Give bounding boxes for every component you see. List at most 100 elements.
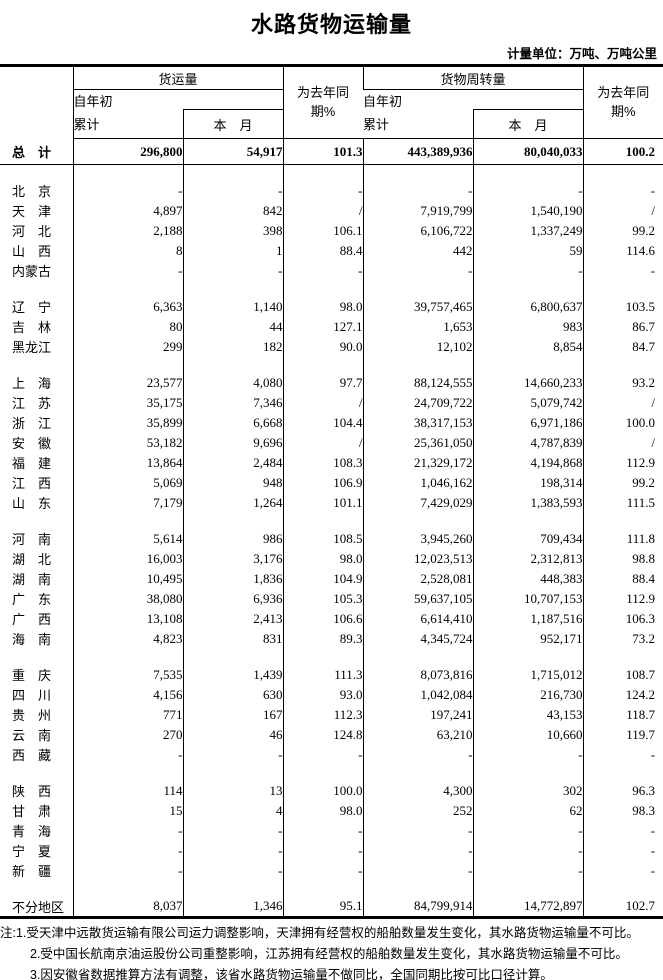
cell: 7,346 (183, 392, 284, 413)
table-row: 广 西 13,108 2,413 106.6 6,614,410 1,187,516 106… (0, 608, 663, 629)
header-cumulative: 累计 (363, 109, 474, 139)
cell: 182 (183, 336, 284, 357)
cell (283, 512, 364, 529)
row-label: 四 川 (0, 684, 74, 705)
cell: 90.0 (283, 336, 364, 357)
row-label: 江 苏 (0, 392, 74, 413)
cell: - (283, 180, 364, 201)
cell (473, 280, 584, 297)
cell (283, 356, 364, 373)
cell: 88.4 (283, 240, 364, 261)
cell (283, 880, 364, 897)
freight-table: 货运量 为去年同 期% 货物周转量 为去年同 期% 自年初 自年初 累计 本 月 累… (0, 64, 663, 919)
cell: 1,337,249 (473, 220, 584, 241)
header-this-month: 本 月 (182, 109, 284, 139)
cell: 14,772,897 (473, 896, 584, 917)
cell (473, 356, 584, 373)
cell: 842 (183, 200, 284, 221)
cell (73, 164, 184, 181)
cell: 35,175 (73, 392, 184, 413)
table-row: 新 疆------ (0, 860, 663, 881)
cell: 93.0 (283, 684, 364, 705)
cell: / (651, 434, 656, 450)
cell: 2,312,813 (473, 548, 584, 569)
cell: 114 (73, 780, 184, 801)
row-label: 云 南 (0, 724, 74, 745)
cell: 59,637,105 (363, 588, 474, 609)
cell: 119.7 (626, 726, 656, 742)
cell: 14,660,233 (473, 372, 584, 393)
cell: / (651, 202, 656, 218)
cell (363, 648, 474, 665)
note-1: 注:1.受天津中远散货运输有限公司运力调整影响，天津拥有经营权的船舶数量发生变化… (0, 925, 639, 940)
cell: - (183, 860, 284, 881)
cell: 97.7 (283, 372, 364, 393)
cell: 80 (73, 316, 184, 337)
cell: 1,439 (183, 664, 284, 685)
cell: 13,108 (73, 608, 184, 629)
cell: 88.4 (632, 570, 656, 586)
row-label: 天 津 (0, 200, 74, 221)
header-this-month: 本 月 (472, 109, 584, 139)
header-yoy-turnover: 为去年同 期% (582, 65, 663, 139)
cell: 46 (183, 724, 284, 745)
cell: 8,073,816 (363, 664, 474, 685)
cell (283, 164, 364, 181)
table-row: 浙 江 35,899 6,668 104.4 38,317,153 6,971,186 10… (0, 412, 663, 433)
cell: 252 (363, 800, 474, 821)
cell: 167 (183, 704, 284, 725)
spacer-row (0, 512, 663, 529)
cell (583, 765, 663, 781)
cell: 4,787,839 (473, 432, 584, 453)
cell: - (363, 744, 474, 765)
cell: 1,042,084 (363, 684, 474, 705)
row-label (0, 164, 74, 181)
cell (363, 280, 474, 297)
row-label: 陕 西 (0, 780, 74, 801)
row-label: 安 徽 (0, 432, 74, 453)
cell: 8 (73, 240, 184, 261)
row-label (0, 356, 74, 373)
cell: 84,799,914 (363, 896, 474, 917)
cell: 98.8 (632, 550, 656, 566)
spacer-row (0, 356, 663, 373)
cell: 6,614,410 (363, 608, 474, 629)
table-row: 山 东 7,179 1,264 101.1 7,429,029 1,383,593 111.… (0, 492, 663, 513)
cell (583, 513, 663, 529)
cell: - (183, 744, 284, 765)
table-row: 四 川 4,156 630 93.0 1,042,084 216,730 124.2 (0, 684, 663, 705)
row-label: 山 东 (0, 492, 74, 513)
header-since-year-start: 自年初 (73, 93, 113, 109)
cell: 398 (183, 220, 284, 241)
table-row: 海 南 4,823 831 89.3 4,345,724 952,171 73.2 (0, 628, 663, 649)
cell: 80,040,033 (473, 138, 584, 165)
row-label (0, 512, 74, 529)
cell: 25,361,050 (363, 432, 474, 453)
row-label: 湖 北 (0, 548, 74, 569)
row-label: 黑龙江 (0, 336, 74, 357)
row-label: 上 海 (0, 372, 74, 393)
row-label (0, 880, 74, 897)
table-row: 内蒙古 - - - - - - (0, 260, 663, 281)
cell: 124.8 (283, 724, 364, 745)
cell: 105.3 (283, 588, 364, 609)
table-row: 辽 宁 6,363 1,140 98.0 39,757,465 6,800,637 103.… (0, 296, 663, 317)
row-label: 浙 江 (0, 412, 74, 433)
cell: 5,079,742 (473, 392, 584, 413)
cell: 104.9 (283, 568, 364, 589)
cell (363, 512, 474, 529)
cell: 111.8 (626, 530, 656, 546)
row-label: 山 西 (0, 240, 74, 261)
table-row: 黑龙江 299 182 90.0 12,102 8,854 84.7 (0, 336, 663, 357)
cell: 10,495 (73, 568, 184, 589)
cell: 296,800 (73, 138, 184, 165)
row-label: 总 计 (0, 138, 74, 165)
cell: - (473, 820, 584, 841)
cell: 106.1 (283, 220, 364, 241)
cell: 38,317,153 (363, 412, 474, 433)
cell: - (473, 744, 584, 765)
cell: 99.2 (632, 474, 656, 490)
cell (73, 356, 184, 373)
cell: 2,188 (73, 220, 184, 241)
table-header: 货运量 为去年同 期% 货物周转量 为去年同 期% 自年初 自年初 累计 本 月 累… (0, 65, 663, 139)
